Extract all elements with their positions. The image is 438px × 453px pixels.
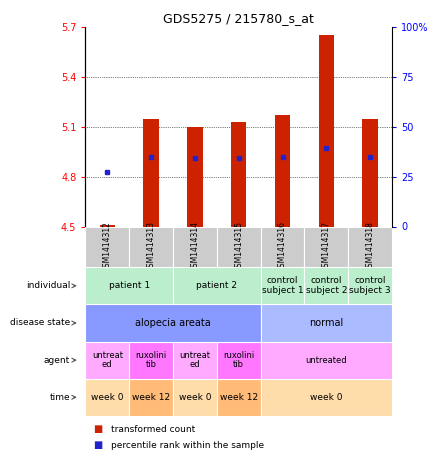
Bar xyxy=(187,127,202,226)
Text: time: time xyxy=(49,393,70,402)
Text: agent: agent xyxy=(44,356,70,365)
Text: week 0: week 0 xyxy=(310,393,343,402)
Title: GDS5275 / 215780_s_at: GDS5275 / 215780_s_at xyxy=(163,12,314,24)
Bar xyxy=(348,267,392,304)
Text: ■: ■ xyxy=(94,440,106,450)
Text: GSM1414317: GSM1414317 xyxy=(322,222,331,272)
Text: week 12: week 12 xyxy=(132,393,170,402)
Text: alopecia areata: alopecia areata xyxy=(135,318,211,328)
Text: control
subject 1: control subject 1 xyxy=(261,276,304,295)
Text: GSM1414314: GSM1414314 xyxy=(191,222,199,272)
Text: untreat
ed: untreat ed xyxy=(180,351,210,370)
Text: untreat
ed: untreat ed xyxy=(92,351,123,370)
Text: normal: normal xyxy=(309,318,343,328)
Text: ■: ■ xyxy=(94,424,106,434)
Bar xyxy=(319,35,334,226)
Bar xyxy=(129,226,173,267)
Bar xyxy=(217,379,261,416)
Bar xyxy=(261,267,304,304)
Text: week 0: week 0 xyxy=(179,393,211,402)
Bar xyxy=(217,342,261,379)
Bar xyxy=(173,226,217,267)
Text: GSM1414316: GSM1414316 xyxy=(278,222,287,272)
Bar xyxy=(261,304,392,342)
Text: GSM1414318: GSM1414318 xyxy=(366,222,374,272)
Bar xyxy=(85,342,129,379)
Bar xyxy=(173,379,217,416)
Bar xyxy=(261,226,304,267)
Text: transformed count: transformed count xyxy=(111,425,195,434)
Bar xyxy=(363,119,378,226)
Bar xyxy=(261,342,392,379)
Text: week 12: week 12 xyxy=(219,393,258,402)
Bar xyxy=(99,225,115,226)
Bar xyxy=(348,226,392,267)
Text: percentile rank within the sample: percentile rank within the sample xyxy=(111,441,264,450)
Text: GSM1414313: GSM1414313 xyxy=(147,222,155,272)
Bar xyxy=(304,267,348,304)
Text: GSM1414312: GSM1414312 xyxy=(103,222,112,272)
Bar xyxy=(85,267,173,304)
Bar xyxy=(85,226,129,267)
Text: ruxolini
tib: ruxolini tib xyxy=(135,351,167,370)
Bar xyxy=(173,267,261,304)
Text: ruxolini
tib: ruxolini tib xyxy=(223,351,254,370)
Text: disease state: disease state xyxy=(10,318,70,328)
Bar xyxy=(143,119,159,226)
Text: week 0: week 0 xyxy=(91,393,124,402)
Bar xyxy=(231,122,246,226)
Text: individual: individual xyxy=(26,281,70,290)
Text: control
subject 2: control subject 2 xyxy=(306,276,347,295)
Bar xyxy=(173,342,217,379)
Text: patient 2: patient 2 xyxy=(196,281,237,290)
Bar xyxy=(85,379,129,416)
Bar xyxy=(129,379,173,416)
Bar xyxy=(217,226,261,267)
Text: untreated: untreated xyxy=(305,356,347,365)
Bar xyxy=(261,379,392,416)
Bar xyxy=(129,342,173,379)
Text: control
subject 3: control subject 3 xyxy=(349,276,391,295)
Bar xyxy=(304,226,348,267)
Text: patient 1: patient 1 xyxy=(109,281,150,290)
Bar xyxy=(85,304,261,342)
Text: GSM1414315: GSM1414315 xyxy=(234,222,243,272)
Bar xyxy=(275,115,290,226)
